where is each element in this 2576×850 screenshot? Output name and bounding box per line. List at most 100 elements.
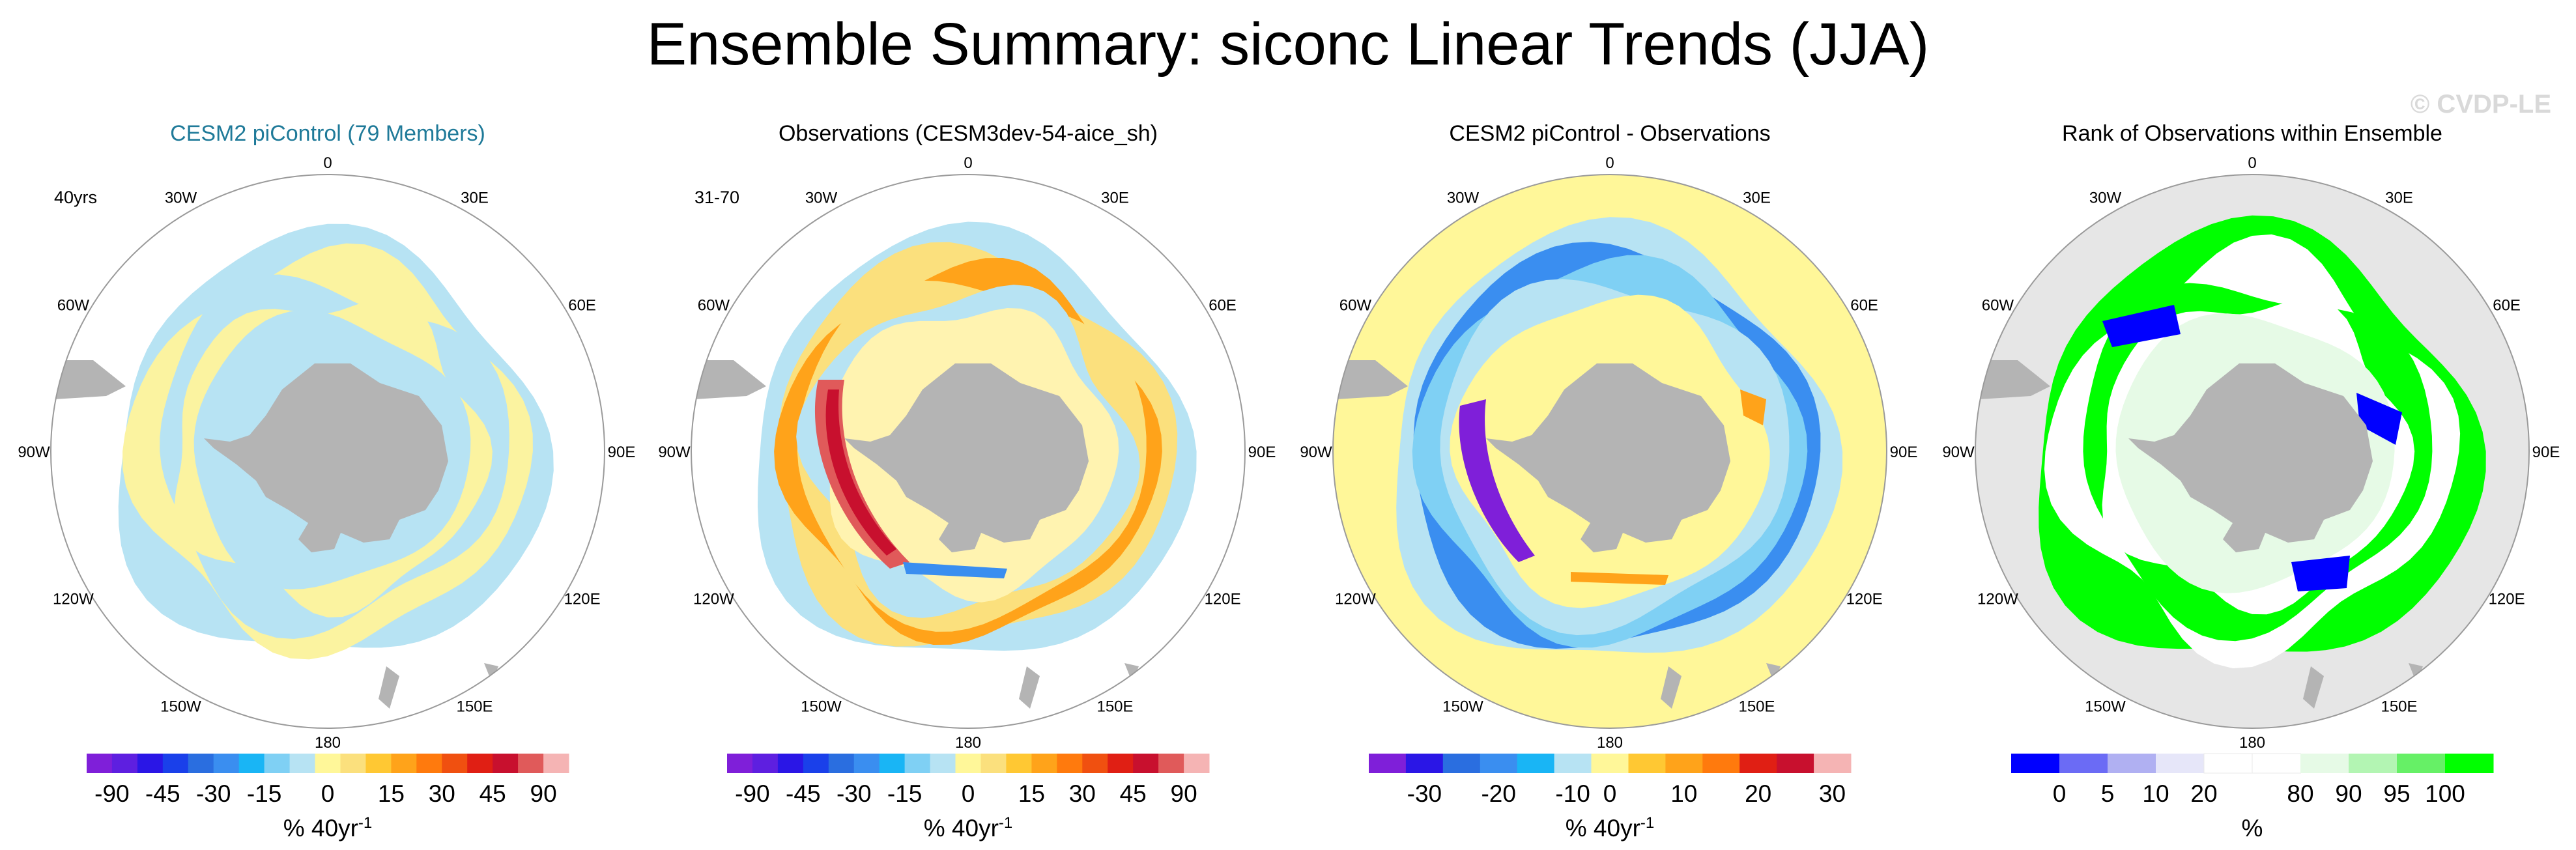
map-panel-rank: Rank of Observations within Ensemble 0 30E…: [1942, 121, 2560, 842]
land-island: [1766, 663, 1781, 683]
longitude-label: 150W: [2085, 698, 2126, 716]
longitude-label: 180: [955, 734, 981, 752]
colorbar-swatch: [803, 754, 829, 773]
land-south-america: [691, 360, 766, 399]
longitude-label: 60W: [1982, 297, 2014, 315]
longitude-label: 150W: [1442, 698, 1483, 716]
longitude-label: 30E: [1101, 189, 1129, 206]
land-island: [1124, 663, 1139, 683]
colorbar-tick-label: -10: [1555, 780, 1590, 807]
land-new-zealand: [379, 666, 399, 709]
longitude-label: 0: [1605, 154, 1614, 172]
colorbar-tick-label: 10: [1670, 780, 1697, 807]
colorbar-swatch: [1814, 754, 1852, 773]
colorbar-swatch: [1480, 754, 1518, 773]
longitude-label: 0: [2248, 154, 2256, 172]
colorbar-swatch: [727, 754, 753, 773]
colorbar-tick-label: 0: [2053, 780, 2067, 807]
land-new-zealand: [1019, 666, 1040, 709]
land-antarctica: [204, 363, 448, 552]
colorbar-swatch: [2445, 754, 2494, 773]
colorbar-tick-label: 90: [530, 780, 557, 807]
longitude-label: 60W: [1339, 297, 1372, 315]
panel-corner-label: 31-70: [694, 188, 739, 207]
map-boundary: [50, 174, 605, 729]
longitude-label: 90E: [2532, 444, 2560, 461]
colorbar-swatch: [1133, 754, 1159, 773]
low-rank-patch: [2102, 305, 2181, 347]
colorbar-swatch: [340, 754, 366, 773]
colorbar-tick-label: 20: [1745, 780, 1771, 807]
colorbar-tick-label: -30: [1407, 780, 1442, 807]
colorbar-tick-label: 20: [2190, 780, 2217, 807]
colorbar-swatch: [467, 754, 493, 773]
colorbar-swatch: [1517, 754, 1555, 773]
longitude-label: 0: [964, 154, 972, 172]
positive-difference-patch: [1740, 390, 1766, 425]
land-south-america: [51, 360, 126, 399]
longitude-label: 120W: [1335, 591, 1376, 608]
colorbar-swatch: [111, 754, 138, 773]
colorbar-tick-label: 30: [429, 780, 455, 807]
longitude-label: 90E: [1890, 444, 1918, 461]
colorbar-swatch: [1739, 754, 1777, 773]
colorbar-label: % 40yr-1: [1566, 814, 1655, 842]
colorbar-swatch: [442, 754, 468, 773]
colorbar-tick-label: 15: [1018, 780, 1045, 807]
colorbar-tick-label: -30: [196, 780, 231, 807]
panel-title: Observations (CESM3dev-54-aice_sh): [779, 121, 1158, 146]
longitude-label: 30W: [805, 189, 838, 206]
land-south-america: [1975, 360, 2050, 399]
colorbar-swatch: [2203, 753, 2253, 774]
longitude-label: 120E: [2489, 591, 2525, 608]
colorbar-tick-label: 100: [2425, 780, 2465, 807]
colorbar-tick-label: 90: [1171, 780, 1197, 807]
map-panel-difference: CESM2 piControl - Observations 0 30E 60E 90E…: [1300, 121, 1917, 842]
longitude-label: 180: [1597, 734, 1623, 752]
longitude-label: 90W: [658, 444, 691, 461]
colorbar-swatch: [162, 754, 189, 773]
longitude-label: 60E: [568, 297, 596, 315]
longitude-label: 60E: [1209, 297, 1237, 315]
watermark-text: © CVDP-LE: [2410, 90, 2551, 119]
colorbar-tick-label: -45: [786, 780, 820, 807]
colorbar-swatch: [1665, 754, 1703, 773]
longitude-label: 180: [315, 734, 341, 752]
map-boundary: [1975, 174, 2530, 729]
colorbar-label-superscript: -1: [999, 814, 1012, 832]
colorbar-tick-label: -45: [145, 780, 180, 807]
colorbar-swatch: [1554, 754, 1592, 773]
colorbar-swatch: [1591, 754, 1629, 773]
colorbar-swatch: [493, 754, 519, 773]
colorbar-swatch: [1057, 754, 1083, 773]
colorbar-tick-label: -20: [1481, 780, 1515, 807]
positive-difference-patch: [1571, 572, 1668, 585]
land-antarctica: [2128, 363, 2373, 552]
map-boundary: [691, 174, 1246, 729]
land-antarctica: [844, 363, 1089, 552]
colorbar-swatch: [752, 754, 779, 773]
map-field-layer: [691, 221, 1197, 709]
colorbar-swatch: [930, 754, 956, 773]
colorbar-swatch: [2059, 754, 2108, 773]
panel-title: CESM2 piControl (79 Members): [170, 121, 485, 146]
low-rank-patch: [2291, 556, 2350, 591]
longitude-label: 30W: [1447, 189, 1480, 206]
map-panel-ensemble-mean: CESM2 piControl (79 Members) 40yrs 0 30E 60E…: [18, 121, 635, 842]
longitude-label: 120E: [564, 591, 601, 608]
colorbar-label: % 40yr-1: [924, 814, 1013, 842]
land-new-zealand: [1661, 666, 1682, 709]
main-title: Ensemble Summary: siconc Linear Trends (…: [646, 11, 1930, 78]
longitude-label: 30E: [461, 189, 489, 206]
colorbar-tick-label: -15: [247, 780, 281, 807]
colorbar-swatch: [416, 754, 442, 773]
strongest-positive-trend: [825, 390, 896, 556]
longitude-label: 90E: [608, 444, 636, 461]
colorbar-tick-label: -15: [887, 780, 922, 807]
longitude-label: 120W: [1977, 591, 2018, 608]
longitude-label: 120E: [1205, 591, 1241, 608]
colorbar-swatch: [1184, 754, 1210, 773]
longitude-label: 120W: [693, 591, 734, 608]
colorbar-swatch: [289, 754, 315, 773]
colorbar-tick-label: 5: [2101, 780, 2115, 807]
